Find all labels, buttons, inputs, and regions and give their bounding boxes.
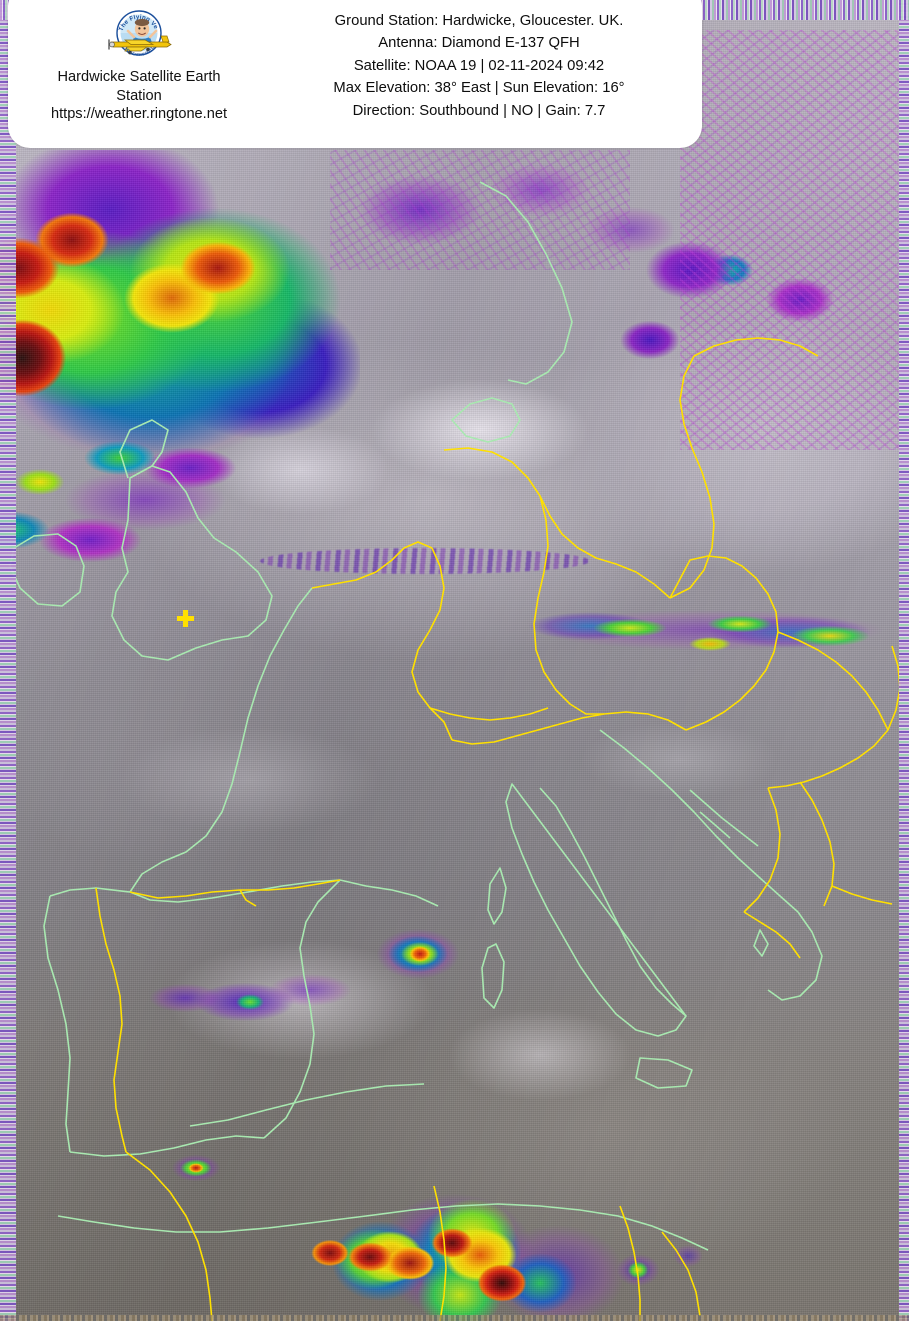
sensor-noise-edge-right bbox=[899, 0, 909, 1321]
cloud-system-balearic bbox=[372, 922, 468, 988]
sensor-speckle-east bbox=[680, 30, 909, 450]
direction-line: Direction: Southbound | NO | Gain: 7.7 bbox=[352, 102, 606, 119]
station-name-label: Hardwicke Satellite Earth Station bbox=[57, 69, 221, 104]
elevation-line: Max Elevation: 38° East | Sun Elevation:… bbox=[333, 80, 625, 97]
antenna-line: Antenna: Diamond E-137 QFH bbox=[378, 35, 580, 52]
pass-metadata-panel: Ground Station: Hardwicke, Gloucester. U… bbox=[270, 0, 702, 122]
satellite-line: Satellite: NOAA 19 | 02-11-2024 09:42 bbox=[353, 57, 605, 74]
sensor-noise-edge-bottom bbox=[0, 1315, 909, 1321]
station-identity-panel: The Flying Vet bbox=[8, 0, 270, 124]
info-overlay-box: The Flying Vet bbox=[8, 0, 702, 148]
sensor-noise-edge-left bbox=[0, 0, 16, 1321]
ground-station-marker-icon bbox=[177, 610, 194, 627]
station-logo-icon: The Flying Vet bbox=[99, 1, 177, 64]
ground-station-line: Ground Station: Hardwicke, Gloucester. U… bbox=[334, 13, 624, 29]
station-url-link[interactable]: https://weather.ringtone.net bbox=[50, 106, 228, 123]
cloud-system-norway bbox=[620, 210, 880, 390]
